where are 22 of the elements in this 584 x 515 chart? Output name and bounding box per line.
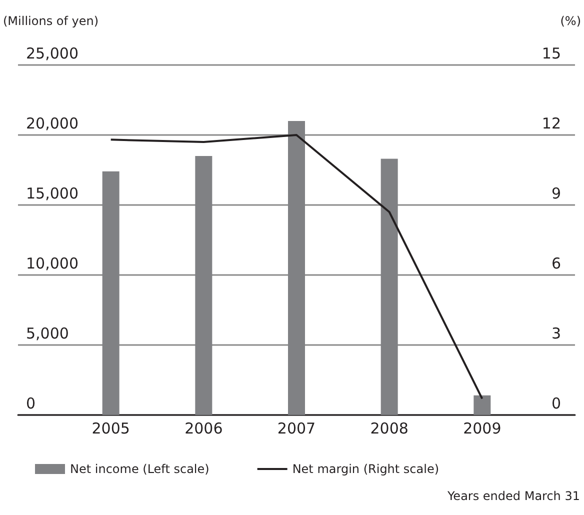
- legend-label: Net income (Left scale): [70, 462, 210, 476]
- y-axis-title: (Millions of yen): [3, 14, 99, 28]
- y2-tick-label: 0: [551, 394, 561, 412]
- x-tick-label: 2008: [370, 420, 408, 438]
- y-tick-label: 15,000: [26, 184, 78, 202]
- y2-tick-label: 15: [542, 44, 561, 62]
- x-tick-label: 2006: [184, 420, 223, 438]
- y-tick-label: 0: [26, 394, 36, 412]
- y2-tick-label: 9: [551, 184, 561, 202]
- y2-tick-label: 6: [551, 254, 561, 272]
- x-tick-label: 2007: [277, 420, 316, 438]
- text: Years ended March 31: [446, 489, 580, 503]
- y-tick-label: 10,000: [26, 254, 78, 272]
- y-tick-label: 5,000: [26, 324, 69, 342]
- y-tick-label: 20,000: [26, 114, 78, 132]
- y2-tick-label: 12: [542, 114, 561, 132]
- y2-axis-title: (%): [560, 14, 581, 28]
- x-tick-label: 2009: [463, 420, 502, 438]
- y-tick-label: 25,000: [26, 44, 78, 62]
- y2-tick-label: 3: [551, 324, 561, 342]
- legend-label: Net margin (Right scale): [292, 462, 440, 476]
- x-tick-label: 2005: [92, 420, 130, 438]
